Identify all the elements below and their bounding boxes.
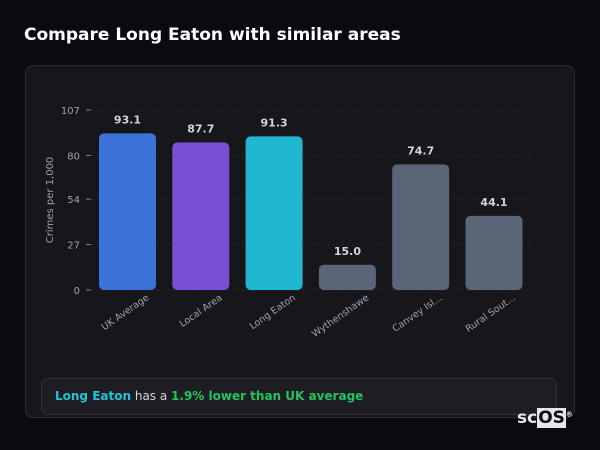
- data-label: 91.3: [261, 116, 288, 129]
- logo: scOS®: [517, 408, 573, 428]
- x-tick-label: UK Average: [100, 292, 152, 333]
- area-name: Long Eaton: [55, 389, 132, 403]
- bar: [392, 164, 450, 290]
- bar: [245, 136, 303, 290]
- bar: [99, 133, 156, 290]
- data-label: 44.1: [480, 196, 507, 209]
- data-label: 87.7: [187, 122, 214, 135]
- x-tick-label: Wythenshawe: [310, 292, 371, 339]
- bar: [465, 215, 523, 290]
- y-tick-label: 27: [67, 241, 80, 252]
- y-tick-label: 80: [67, 151, 80, 162]
- bar: [172, 142, 230, 290]
- x-tick-label: Rural Sout...: [464, 292, 518, 334]
- y-axis-label: Crimes per 1,000: [45, 157, 56, 244]
- y-tick-label: 107: [61, 106, 80, 117]
- page-title: Compare Long Eaton with similar areas: [24, 25, 401, 45]
- x-tick-label: Canvey Isl...: [391, 292, 445, 334]
- data-label: 15.0: [334, 245, 361, 258]
- data-label: 93.1: [114, 113, 141, 126]
- y-tick-label: 54: [67, 195, 80, 206]
- x-tick-label: Local Area: [178, 292, 225, 329]
- comparison-callout: Long Eaton has a 1.9% lower than UK aver…: [41, 378, 557, 415]
- y-tick-label: 0: [74, 286, 80, 297]
- bar: [318, 264, 376, 290]
- comparison-value: 1.9% lower than UK average: [171, 389, 364, 403]
- data-label: 74.7: [407, 144, 434, 157]
- callout-text: has a: [131, 389, 172, 403]
- x-tick-label: Long Eaton: [248, 292, 298, 332]
